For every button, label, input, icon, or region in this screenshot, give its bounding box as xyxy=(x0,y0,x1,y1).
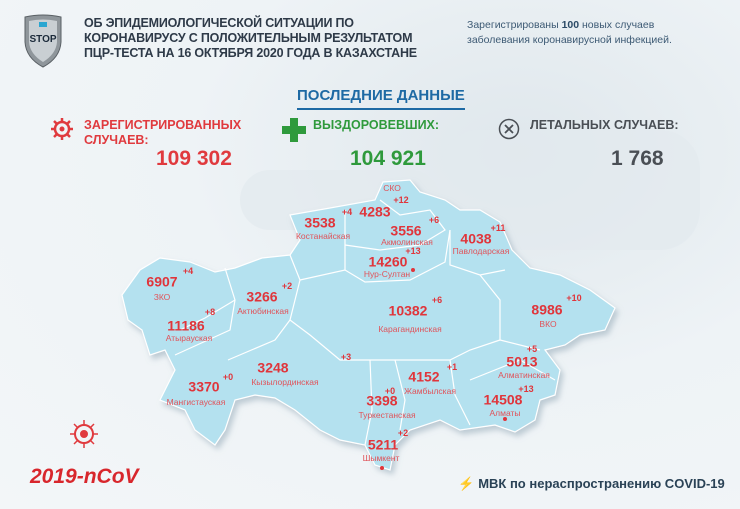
nur-sultan-dot xyxy=(411,268,415,272)
region-cases: 3398 xyxy=(366,392,398,409)
new-cases-note: Зарегистрированы 100 новых случаев забол… xyxy=(467,18,672,48)
region-delta: +12 xyxy=(393,195,409,205)
region-cases: 8986 xyxy=(531,301,563,318)
region-name: ВКО xyxy=(539,319,557,329)
region-name: Костанайская xyxy=(295,231,351,241)
region-name: СКО xyxy=(383,183,401,193)
region-name: Акмолинская xyxy=(381,237,433,247)
region-name: Алматинская xyxy=(498,370,550,380)
region-cases: 3248 xyxy=(257,359,289,376)
deaths-label: ЛЕТАЛЬНЫХ СЛУЧАЕВ: xyxy=(530,118,679,132)
coronavirus-icon xyxy=(70,420,98,448)
registered-label-line: СЛУЧАЕВ: xyxy=(84,133,149,147)
region-delta: +4 xyxy=(341,207,353,217)
x-circle-icon xyxy=(498,118,520,140)
region-name: Кызылординская xyxy=(251,377,319,387)
region-cases: 14508 xyxy=(483,391,523,408)
region-cases: 6907 xyxy=(146,273,178,290)
region-name: Шымкент xyxy=(362,453,400,463)
region-delta: +2 xyxy=(397,428,409,438)
title-line: ОБ ЭПИДЕМИОЛОГИЧЕСКОЙ СИТУАЦИИ ПО xyxy=(84,16,354,30)
recovered-value: 104 921 xyxy=(350,147,426,170)
region-name: Туркестанская xyxy=(358,410,416,420)
region-cases: 4283 xyxy=(359,203,391,220)
region-name: Карагандинская xyxy=(378,324,442,334)
region-cases: 10382 xyxy=(388,302,428,319)
region-delta: +4 xyxy=(182,266,194,276)
region-name: Павлодарская xyxy=(452,246,510,256)
region-delta: +0 xyxy=(222,372,234,382)
stop-logo: STOP xyxy=(24,14,62,68)
region-borders xyxy=(174,199,556,446)
region-cases: 3266 xyxy=(246,288,278,305)
region-cases: 3538 xyxy=(304,214,336,231)
region-cases: 11186 xyxy=(167,317,205,334)
region-delta: +6 xyxy=(431,295,443,305)
region-cases: 14260 xyxy=(368,253,408,270)
region-name: Актюбинская xyxy=(237,306,289,316)
page-title: ОБ ЭПИДЕМИОЛОГИЧЕСКОЙ СИТУАЦИИ ПО КОРОНА… xyxy=(84,16,417,61)
almaty-dot xyxy=(503,417,507,421)
mvk-credit: ⚡ МВК по нераспространению COVID-19 xyxy=(458,476,725,492)
region-delta: +5 xyxy=(526,344,538,354)
region-delta: +2 xyxy=(281,281,293,291)
virus-icon xyxy=(51,118,73,140)
deaths-value: 1 768 xyxy=(611,147,664,170)
svg-text:STOP: STOP xyxy=(29,34,56,45)
region-cases: 5013 xyxy=(506,353,538,370)
region-cases: 5211 xyxy=(367,436,399,453)
region-delta: +13 xyxy=(405,246,421,256)
recovered-label: ВЫЗДОРОВЕВШИХ: xyxy=(313,118,440,132)
region-delta: +3 xyxy=(340,352,352,362)
new-cases-count: 100 xyxy=(561,19,580,31)
region-delta: +10 xyxy=(566,293,582,303)
map-shape xyxy=(121,179,616,471)
region-name: Атырауская xyxy=(165,333,213,343)
registered-label-line: ЗАРЕГИСТРИРОВАННЫХ xyxy=(84,118,242,132)
mvk-text: МВК по нераспространению COVID-19 xyxy=(478,476,725,491)
region-name: Жамбылская xyxy=(404,386,456,396)
region-delta: +11 xyxy=(490,223,506,233)
region-delta: +1 xyxy=(446,362,458,372)
registered-value: 109 302 xyxy=(156,147,232,170)
latest-data-heading: ПОСЛЕДНИЕ ДАННЫЕ xyxy=(297,87,465,110)
region-name: Алматы xyxy=(489,408,521,418)
region-delta: +0 xyxy=(384,386,396,396)
region-delta: +13 xyxy=(518,384,534,394)
region-cases: 4152 xyxy=(408,368,440,385)
ncov-label: 2019-nCoV xyxy=(30,465,139,488)
region-delta: +8 xyxy=(204,307,216,317)
title-line: ПЦР-ТЕСТА НА 16 ОКТЯБРЯ 2020 ГОДА В КАЗА… xyxy=(84,46,417,60)
note-text: новых случаев xyxy=(579,19,655,31)
region-name: Мангистауская xyxy=(166,397,226,407)
lightning-icon: ⚡ xyxy=(458,476,475,491)
shymkent-dot xyxy=(380,466,384,470)
note-text: заболевания коронавирусной инфекцией. xyxy=(467,34,672,46)
region-cases: 4038 xyxy=(460,230,492,247)
title-line: КОРОНАВИРУСУ С ПОЛОЖИТЕЛЬНЫМ РЕЗУЛЬТАТОМ xyxy=(84,31,413,45)
region-delta: +6 xyxy=(428,215,440,225)
note-text: Зарегистрированы xyxy=(467,19,562,31)
region-cases: 3370 xyxy=(188,378,220,395)
plus-icon xyxy=(282,118,306,142)
registered-label: ЗАРЕГИСТРИРОВАННЫХ СЛУЧАЕВ: xyxy=(84,118,241,148)
region-cases: 3556 xyxy=(390,222,422,239)
region-name: ЗКО xyxy=(153,292,171,302)
region-name: Нур-Султан xyxy=(363,269,411,279)
